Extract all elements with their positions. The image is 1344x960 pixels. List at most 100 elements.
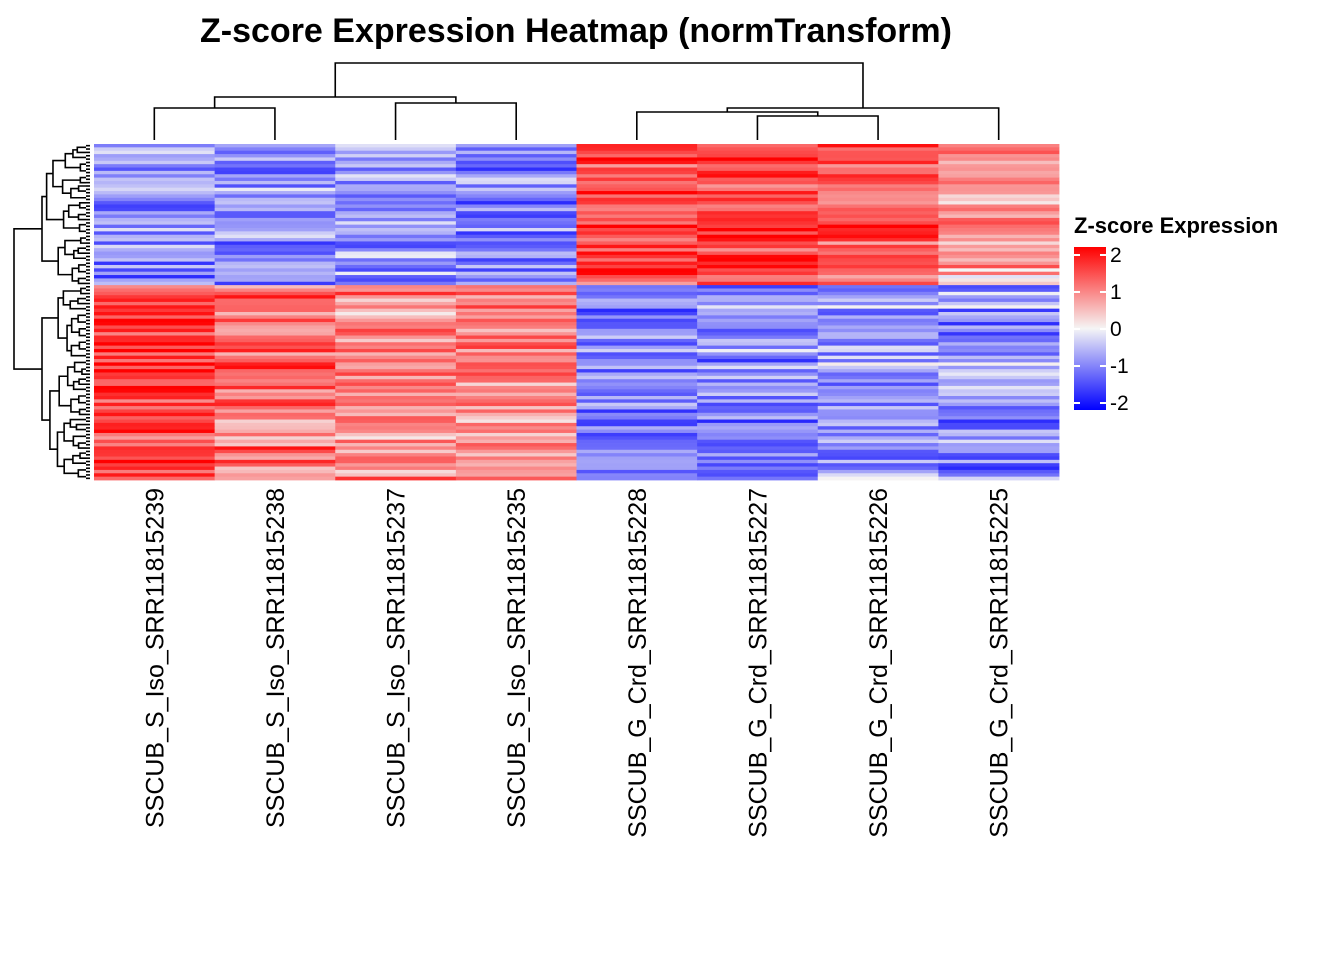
heatmap-cell xyxy=(576,170,698,175)
heatmap-cell xyxy=(817,315,939,320)
heatmap-cell xyxy=(817,305,939,310)
heatmap-cell xyxy=(576,305,698,310)
heatmap-cell xyxy=(335,362,457,367)
heatmap-cell xyxy=(938,335,1060,340)
heatmap-cell xyxy=(576,382,698,387)
heatmap-cell xyxy=(455,147,577,152)
heatmap-cell xyxy=(817,328,939,333)
heatmap-cell xyxy=(214,328,336,333)
heatmap-cell xyxy=(335,224,457,229)
heatmap-cell xyxy=(455,369,577,373)
heatmap-cell xyxy=(938,150,1060,155)
heatmap-cell xyxy=(214,426,336,430)
heatmap-cell xyxy=(455,466,577,471)
heatmap-cell xyxy=(697,338,819,343)
heatmap-cell xyxy=(576,372,698,377)
heatmap-cell xyxy=(335,446,457,451)
legend-tick-label: 1 xyxy=(1110,281,1122,304)
heatmap-cell xyxy=(697,426,819,430)
heatmap-cell xyxy=(94,459,216,464)
heatmap-cell xyxy=(214,369,336,373)
heatmap-cell xyxy=(455,476,577,481)
heatmap-cell xyxy=(576,429,698,434)
heatmap-cell xyxy=(938,375,1060,380)
heatmap-cell xyxy=(94,469,216,474)
heatmap-cell xyxy=(576,409,698,414)
column-label: SSCUB_G_Crd_SRR11815227 xyxy=(744,488,772,838)
heatmap-cell xyxy=(697,191,819,195)
heatmap-cell xyxy=(94,466,216,471)
heatmap-cell xyxy=(576,312,698,316)
heatmap-cell xyxy=(817,406,939,410)
heatmap-cell xyxy=(938,322,1060,326)
heatmap-cell xyxy=(938,338,1060,343)
heatmap-cell xyxy=(455,419,577,424)
dendrogram-branch xyxy=(77,442,86,449)
heatmap-cell xyxy=(94,402,216,407)
heatmap-cell xyxy=(576,241,698,246)
dendrogram-branch xyxy=(72,149,86,159)
heatmap-cell xyxy=(817,355,939,360)
heatmap-cell xyxy=(576,463,698,467)
heatmap-cell xyxy=(94,150,216,155)
heatmap-cell xyxy=(214,379,336,383)
heatmap-cell xyxy=(335,298,457,303)
heatmap-cell xyxy=(697,342,819,346)
heatmap-cell xyxy=(214,197,336,202)
heatmap-cell xyxy=(94,419,216,424)
heatmap-cell xyxy=(576,157,698,162)
heatmap-cell xyxy=(576,234,698,239)
heatmap-cell xyxy=(697,231,819,236)
heatmap-cell xyxy=(938,281,1060,286)
heatmap-cell xyxy=(455,396,577,400)
heatmap-cell xyxy=(817,456,939,461)
heatmap-cell xyxy=(455,275,577,279)
heatmap-cell xyxy=(576,342,698,346)
heatmap-cell xyxy=(335,372,457,377)
heatmap-cell xyxy=(697,180,819,185)
heatmap-cell xyxy=(335,204,457,209)
heatmap-cell xyxy=(817,322,939,326)
heatmap-cell xyxy=(817,338,939,343)
heatmap-cell xyxy=(817,359,939,363)
heatmap-cell xyxy=(335,476,457,481)
heatmap-cell xyxy=(576,369,698,373)
heatmap-cell xyxy=(335,432,457,437)
heatmap-cell xyxy=(817,275,939,279)
heatmap-cell xyxy=(817,261,939,266)
heatmap-cell xyxy=(335,338,457,343)
heatmap-cell xyxy=(455,456,577,461)
heatmap-cell xyxy=(94,238,216,242)
heatmap-cell xyxy=(938,402,1060,407)
heatmap-cell xyxy=(938,318,1060,323)
heatmap-cell xyxy=(938,194,1060,199)
heatmap-cell xyxy=(576,251,698,256)
heatmap-cell xyxy=(94,426,216,430)
heatmap-cell xyxy=(697,144,819,148)
heatmap-cell xyxy=(335,416,457,420)
heatmap-cell xyxy=(455,342,577,346)
heatmap-cell xyxy=(938,345,1060,350)
dendrogram-branch xyxy=(77,469,86,478)
heatmap-cell xyxy=(938,359,1060,363)
heatmap-cell xyxy=(817,396,939,400)
heatmap-cell xyxy=(697,221,819,226)
heatmap-cell xyxy=(214,338,336,343)
heatmap-cell xyxy=(335,332,457,336)
heatmap-cell xyxy=(455,325,577,330)
heatmap-cell xyxy=(214,443,336,447)
heatmap-cell xyxy=(817,301,939,306)
heatmap-cell xyxy=(697,285,819,289)
heatmap-cell xyxy=(938,298,1060,303)
heatmap-cell xyxy=(697,449,819,454)
heatmap-cell xyxy=(938,328,1060,333)
heatmap-cell xyxy=(938,308,1060,313)
heatmap-cell xyxy=(335,241,457,246)
heatmap-cell xyxy=(697,436,819,441)
heatmap-cell xyxy=(94,160,216,165)
heatmap-cell xyxy=(576,194,698,199)
heatmap-cell xyxy=(455,312,577,316)
heatmap-cell xyxy=(335,295,457,299)
dendrogram-branch xyxy=(70,317,80,333)
heatmap-cell xyxy=(938,291,1060,296)
